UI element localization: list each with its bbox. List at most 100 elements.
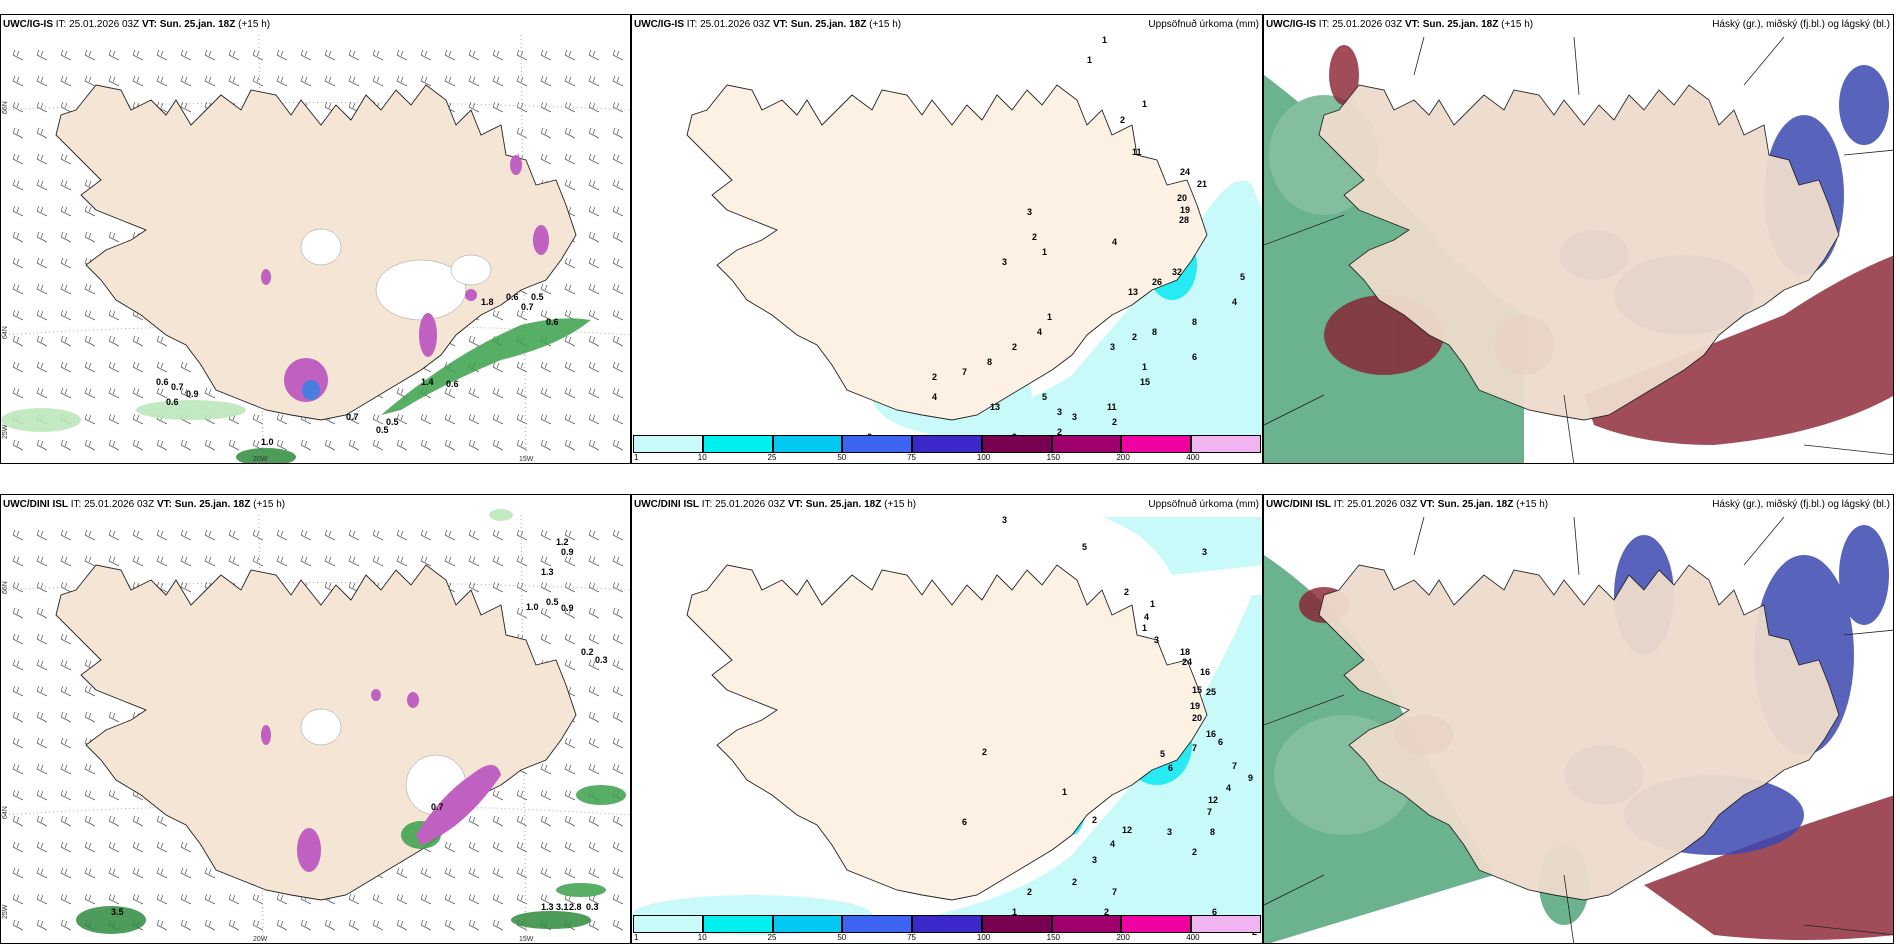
panel-header: UWC/DINI ISL IT: 25.01.2026 03Z VT: Sun.… xyxy=(3,499,286,510)
colorbar-segment xyxy=(981,915,1052,933)
map-value-label: 2 xyxy=(1072,877,1077,887)
colorbar-segment xyxy=(772,915,843,933)
precip-colorbar: 1 10 25 50 75 100 150 200 400 xyxy=(633,435,1261,462)
map-value-label: 0.6 xyxy=(506,292,519,302)
colorbar-tick-label: 75 xyxy=(907,453,917,462)
colorbar-tick-label: 100 xyxy=(976,933,991,942)
panel-top-clouds[interactable]: UWC/IG-IS IT: 25.01.2026 03Z VT: Sun. 25… xyxy=(1263,14,1894,464)
map-value-label: 0.9 xyxy=(561,547,574,557)
map-value-label: 0.9 xyxy=(186,389,199,399)
map-value-label: 3.5 xyxy=(111,907,124,917)
map-value-label: 1.3 xyxy=(541,902,554,912)
map-value-label: 3 xyxy=(1202,547,1207,557)
colorbar-segment xyxy=(633,915,703,933)
colorbar-segment xyxy=(912,435,982,453)
map-value-label: 1.4 xyxy=(421,377,434,387)
map-value-label: 0.7 xyxy=(346,412,359,422)
panel-bottom-clouds[interactable]: UWC/DINI ISL IT: 25.01.2026 03Z VT: Sun.… xyxy=(1263,494,1894,944)
map-value-label: 0.5 xyxy=(376,425,389,435)
map-value-label: 0.6 xyxy=(156,377,169,387)
map-value-label: 15 xyxy=(1140,377,1150,387)
colorbar-segment xyxy=(1051,915,1122,933)
map-value-label: 3 xyxy=(1002,515,1007,525)
svg-text:20W: 20W xyxy=(253,936,268,943)
map-value-label: 21 xyxy=(1197,179,1207,189)
map-value-label: 0.3 xyxy=(586,902,599,912)
map-value-label: 3 xyxy=(1154,635,1159,645)
map-value-label: 0.6 xyxy=(546,317,559,327)
map-value-label: 19 xyxy=(1180,205,1190,215)
colorbar-segment xyxy=(1121,915,1192,933)
colorbar-tick-label: 50 xyxy=(837,453,847,462)
map-value-label: 11 xyxy=(1132,147,1142,157)
map-value-label: 3 xyxy=(1002,257,1007,267)
map-value-label: 6 xyxy=(962,817,967,827)
colorbar-tick-label: 200 xyxy=(1116,933,1130,942)
map-value-label: 7 xyxy=(1207,807,1212,817)
map-value-label: 1 xyxy=(1142,362,1147,372)
colorbar-tick-label: 400 xyxy=(1186,453,1200,462)
map-value-label: 19 xyxy=(1190,701,1200,711)
colorbar-segment xyxy=(1121,435,1192,453)
map-value-label: 2 xyxy=(1057,427,1062,437)
colorbar-segment xyxy=(702,915,773,933)
map-value-label: 13 xyxy=(990,402,1000,412)
panel-header: UWC/IG-IS IT: 25.01.2026 03Z VT: Sun. 25… xyxy=(3,19,271,30)
map-value-label: 3 xyxy=(1092,855,1097,865)
colorbar-segment xyxy=(702,435,773,453)
colorbar-tick-label: 400 xyxy=(1186,933,1200,942)
colorbar-segment xyxy=(842,435,913,453)
map-value-label: 6 xyxy=(1168,763,1173,773)
map-value-label: 32 xyxy=(1172,267,1182,277)
snow-patches xyxy=(300,228,492,321)
map-value-label: 0.5 xyxy=(386,417,399,427)
map-value-label: 2 xyxy=(1027,887,1032,897)
colorbar-tick-label: 10 xyxy=(697,933,707,942)
colorbar-segment xyxy=(1051,435,1122,453)
panel-header: UWC/IG-IS IT: 25.01.2026 03Z VT: Sun. 25… xyxy=(1266,19,1534,30)
map-value-label: 4 xyxy=(1037,327,1042,337)
map-value-label: 1 xyxy=(1062,787,1067,797)
map-value-label: 3 xyxy=(1072,412,1077,422)
map-value-label: 1.0 xyxy=(261,437,274,447)
panel-header: UWC/DINI ISL IT: 25.01.2026 03Z VT: Sun.… xyxy=(1266,499,1549,510)
map-value-label: 4 xyxy=(1226,783,1231,793)
map-value-label: 1 xyxy=(1150,599,1155,609)
map-value-label: 5 xyxy=(1042,392,1047,402)
panel-bottom-wind-precip[interactable]: UWC/DINI ISL IT: 25.01.2026 03Z VT: Sun.… xyxy=(0,494,631,944)
map-value-label: 20 xyxy=(1177,193,1187,203)
map-value-label: 0.7 xyxy=(171,382,184,392)
map-value-label: 8 xyxy=(1210,827,1215,837)
map-value-label: 18 xyxy=(1180,647,1190,657)
map-value-label: 15 xyxy=(1192,685,1202,695)
map-value-label: 26 xyxy=(1152,277,1162,287)
map-value-label: 0.9 xyxy=(561,603,574,613)
map-value-label: 3.1 xyxy=(556,902,569,912)
colorbar-tick-label: 75 xyxy=(907,933,917,942)
map-value-label: 1 xyxy=(1087,55,1092,65)
map-value-label: 8 xyxy=(1152,327,1157,337)
colorbar-tick-label: 150 xyxy=(1046,453,1061,462)
map-value-label: 2 xyxy=(1012,342,1017,352)
map-top-a: 0.6 0.70.90.61.00.7 0.50.51.4 0.60.60.50.70… xyxy=(1,34,630,463)
panel-header: UWC/IG-IS IT: 25.01.2026 03Z VT: Sun. 25… xyxy=(634,19,902,30)
svg-text:15W: 15W xyxy=(519,456,534,463)
map-value-label: 1.0 xyxy=(526,602,539,612)
panel-header: UWC/DINI ISL IT: 25.01.2026 03Z VT: Sun.… xyxy=(634,499,917,510)
precip-green xyxy=(1,318,591,463)
map-value-label: 2 xyxy=(1032,232,1037,242)
map-value-label: 8 xyxy=(987,357,992,367)
map-value-label: 2 xyxy=(932,372,937,382)
map-value-label: 0.6 xyxy=(446,379,459,389)
map-value-label: 5 xyxy=(1240,272,1245,282)
map-value-label: 0.5 xyxy=(546,597,559,607)
colorbar-tick-label: 50 xyxy=(837,933,847,942)
map-value-label: 24 xyxy=(1180,167,1190,177)
map-value-label: 1 xyxy=(1142,99,1147,109)
svg-text:66N: 66N xyxy=(2,581,9,594)
panel-bottom-accumulated-precip[interactable]: UWC/DINI ISL IT: 25.01.2026 03Z VT: Sun.… xyxy=(631,494,1263,944)
panel-top-accumulated-precip[interactable]: UWC/IG-IS IT: 25.01.2026 03Z VT: Sun. 25… xyxy=(631,14,1263,464)
panel-top-wind-precip[interactable]: UWC/IG-IS IT: 25.01.2026 03Z VT: Sun. 25… xyxy=(0,14,631,464)
map-value-label: 4 xyxy=(1112,237,1117,247)
